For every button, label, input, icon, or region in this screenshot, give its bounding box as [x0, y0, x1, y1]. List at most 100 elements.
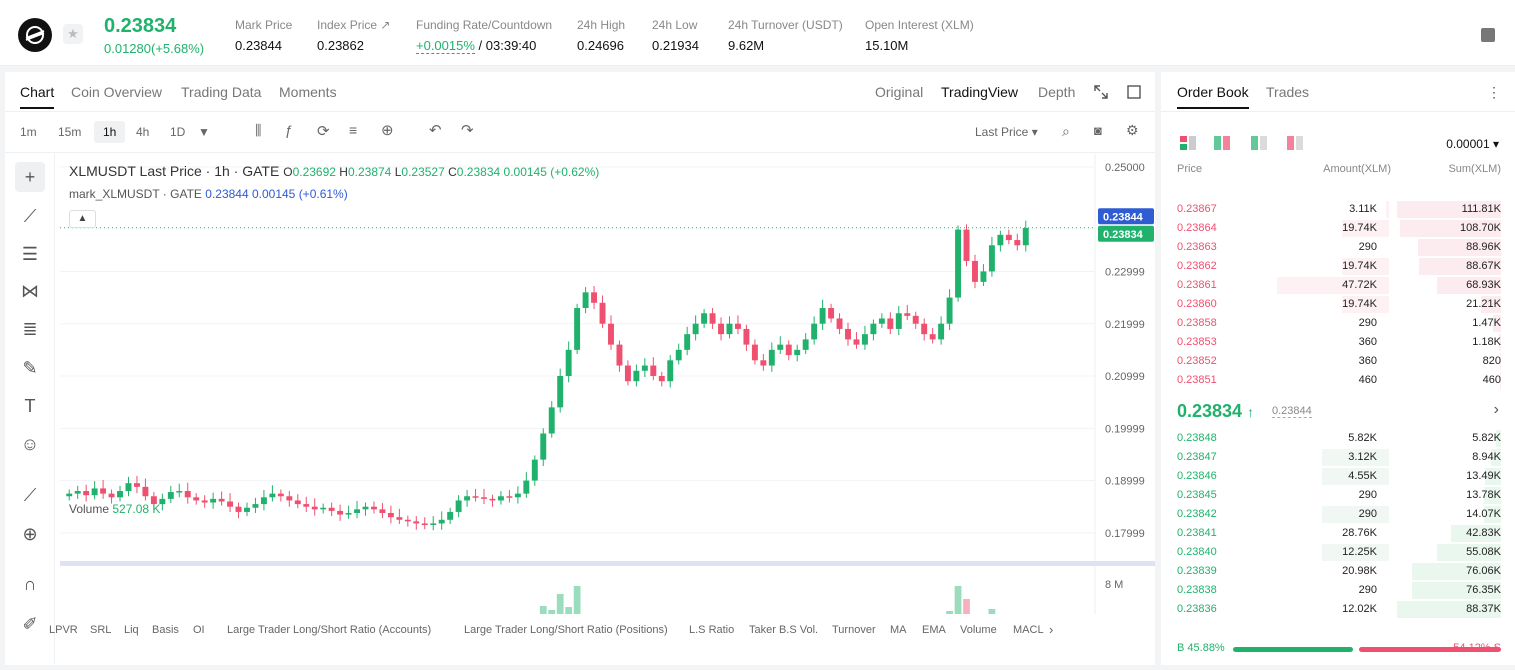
- ask-row[interactable]: 0.23867 3.11K 111.81K: [1177, 200, 1501, 219]
- indicator-item[interactable]: Liq: [124, 624, 139, 636]
- indicator-item[interactable]: Turnover: [832, 624, 876, 636]
- more-menu-icon[interactable]: ⋮: [1487, 84, 1501, 100]
- candle-body: [430, 523, 437, 526]
- indicator-item[interactable]: Basis: [152, 624, 179, 636]
- tab-trades[interactable]: Trades: [1266, 84, 1310, 100]
- stat-index-price[interactable]: Index Price ↗ 0.23862: [317, 18, 391, 53]
- price-chart[interactable]: 0.25000 0.22999 0.21999 0.20999 0.19999 0.189…: [60, 154, 1155, 614]
- precision-select[interactable]: 0.00001 ▾: [1446, 137, 1499, 151]
- indicator-item[interactable]: Large Trader Long/Short Ratio (Positions…: [464, 624, 668, 636]
- crosshair-icon[interactable]: +: [15, 162, 45, 192]
- layout-asks-icon[interactable]: [1287, 136, 1303, 150]
- emoji-icon[interactable]: ☺: [20, 434, 40, 454]
- alert-add-icon[interactable]: ⊕: [381, 122, 394, 139]
- candle-body: [718, 323, 724, 335]
- ask-row[interactable]: 0.23861 47.72K 68.93K: [1177, 276, 1501, 295]
- interval-1h[interactable]: 1h: [94, 121, 126, 143]
- price-type-select[interactable]: Last Price ▾: [975, 125, 1038, 139]
- cell-sum: 76.06K: [1466, 565, 1501, 577]
- candle-body: [523, 480, 530, 494]
- tab-trading-data[interactable]: Trading Data: [181, 84, 262, 100]
- chevron-right-icon[interactable]: ›: [1493, 401, 1499, 418]
- compare-icon[interactable]: ⟳: [317, 123, 330, 140]
- ask-row[interactable]: 0.23864 19.74K 108.70K: [1177, 219, 1501, 238]
- ask-row[interactable]: 0.23851 460 460: [1177, 371, 1501, 390]
- expand-icon[interactable]: [1094, 85, 1108, 99]
- pen-icon[interactable]: ✐: [22, 614, 38, 634]
- ask-row[interactable]: 0.23853 360 1.18K: [1177, 333, 1501, 352]
- search-icon[interactable]: ⌕: [1062, 123, 1070, 139]
- tab-order-book[interactable]: Order Book: [1177, 84, 1249, 109]
- zoom-in-icon[interactable]: ⊕: [22, 524, 38, 544]
- layout-split-icon[interactable]: [1214, 136, 1230, 150]
- view-depth[interactable]: Depth: [1038, 84, 1076, 100]
- interval-4h[interactable]: 4h: [136, 125, 150, 139]
- favorite-star-icon[interactable]: ★: [63, 24, 83, 44]
- indicator-item[interactable]: EMA: [922, 624, 946, 636]
- settings-gear-icon[interactable]: ⚙: [1126, 122, 1139, 138]
- view-original[interactable]: Original: [875, 84, 924, 100]
- ruler-icon[interactable]: ⟋: [23, 485, 37, 505]
- bid-row[interactable]: 0.23845 290 13.78K: [1177, 486, 1501, 505]
- bid-row[interactable]: 0.23848 5.82K 5.82K: [1177, 429, 1501, 448]
- redo-icon[interactable]: ↷: [461, 122, 474, 139]
- indicator-item[interactable]: SRL: [90, 624, 112, 636]
- bid-row[interactable]: 0.23840 12.25K 55.08K: [1177, 543, 1501, 562]
- indicator-item[interactable]: Volume: [960, 624, 997, 636]
- layout-bids-icon[interactable]: [1251, 136, 1267, 150]
- bid-row[interactable]: 0.23842 290 14.07K: [1177, 505, 1501, 524]
- tab-coin-overview[interactable]: Coin Overview: [71, 84, 163, 100]
- interval-1m[interactable]: 1m: [20, 125, 37, 139]
- chevron-right-icon[interactable]: ›: [1049, 622, 1054, 637]
- bid-row[interactable]: 0.23847 3.12K 8.94K: [1177, 448, 1501, 467]
- hline-tool-icon[interactable]: ☰: [21, 244, 39, 264]
- tab-moments[interactable]: Moments: [279, 84, 337, 100]
- interval-1d[interactable]: 1D: [170, 125, 186, 139]
- bid-row[interactable]: 0.23846 4.55K 13.49K: [1177, 467, 1501, 486]
- indicator-item[interactable]: Large Trader Long/Short Ratio (Accounts): [227, 624, 432, 636]
- view-tradingview[interactable]: TradingView: [941, 84, 1019, 100]
- stellar-logo-icon: [18, 18, 52, 52]
- indicator-item[interactable]: MACL: [1013, 624, 1044, 636]
- cell-price: 0.23841: [1177, 527, 1217, 539]
- indicator-item[interactable]: LPVR: [49, 624, 78, 636]
- trendline-icon[interactable]: ⟋: [23, 206, 37, 226]
- undo-icon[interactable]: ↶: [429, 122, 442, 139]
- ask-row[interactable]: 0.23860 19.74K 21.21K: [1177, 295, 1501, 314]
- layout-both-icon[interactable]: [1180, 136, 1196, 150]
- indicator-item[interactable]: Taker B.S Vol.: [749, 624, 819, 636]
- candle-body: [387, 512, 394, 518]
- collapse-legend-button[interactable]: ▲: [69, 210, 96, 228]
- ask-row[interactable]: 0.23858 290 1.47K: [1177, 314, 1501, 333]
- indicator-item[interactable]: OI: [193, 624, 205, 636]
- bid-row[interactable]: 0.23841 28.76K 42.83K: [1177, 524, 1501, 543]
- template-icon[interactable]: ≡: [349, 122, 358, 138]
- camera-icon[interactable]: ◙: [1094, 123, 1102, 138]
- bid-row[interactable]: 0.23839 20.98K 76.06K: [1177, 562, 1501, 581]
- fib-tool-icon[interactable]: ≣: [22, 319, 38, 339]
- bid-row[interactable]: 0.23836 12.02K 88.37K: [1177, 600, 1501, 619]
- cell-price: 0.23839: [1177, 565, 1217, 577]
- magnet-icon[interactable]: ∩: [23, 574, 37, 594]
- indicator-item[interactable]: L.S Ratio: [689, 624, 735, 636]
- pattern-tool-icon[interactable]: ⋈: [21, 281, 39, 301]
- ask-row[interactable]: 0.23862 19.74K 88.67K: [1177, 257, 1501, 276]
- window-icon[interactable]: [1127, 85, 1141, 99]
- cell-price: 0.23838: [1177, 584, 1217, 596]
- book-icon[interactable]: [1481, 28, 1495, 42]
- indicator-icon[interactable]: ƒ: [285, 122, 293, 138]
- brush-icon[interactable]: ✎: [22, 358, 38, 378]
- depth-bar: [1451, 525, 1501, 542]
- ask-row[interactable]: 0.23852 360 820: [1177, 352, 1501, 371]
- indicator-item[interactable]: MA: [890, 624, 907, 636]
- bid-row[interactable]: 0.23838 290 76.35K: [1177, 581, 1501, 600]
- tab-chart[interactable]: Chart: [20, 84, 55, 109]
- depth-bar: [1498, 334, 1501, 351]
- cell-sum: 88.67K: [1466, 260, 1501, 272]
- interval-15m[interactable]: 15m: [58, 125, 82, 139]
- text-tool-icon[interactable]: T: [24, 396, 36, 416]
- interval-dropdown-icon[interactable]: ▼: [198, 125, 210, 139]
- cell-amount: 460: [1358, 374, 1377, 386]
- ask-row[interactable]: 0.23863 290 88.96K: [1177, 238, 1501, 257]
- candle-type-icon[interactable]: ⫼: [255, 122, 262, 138]
